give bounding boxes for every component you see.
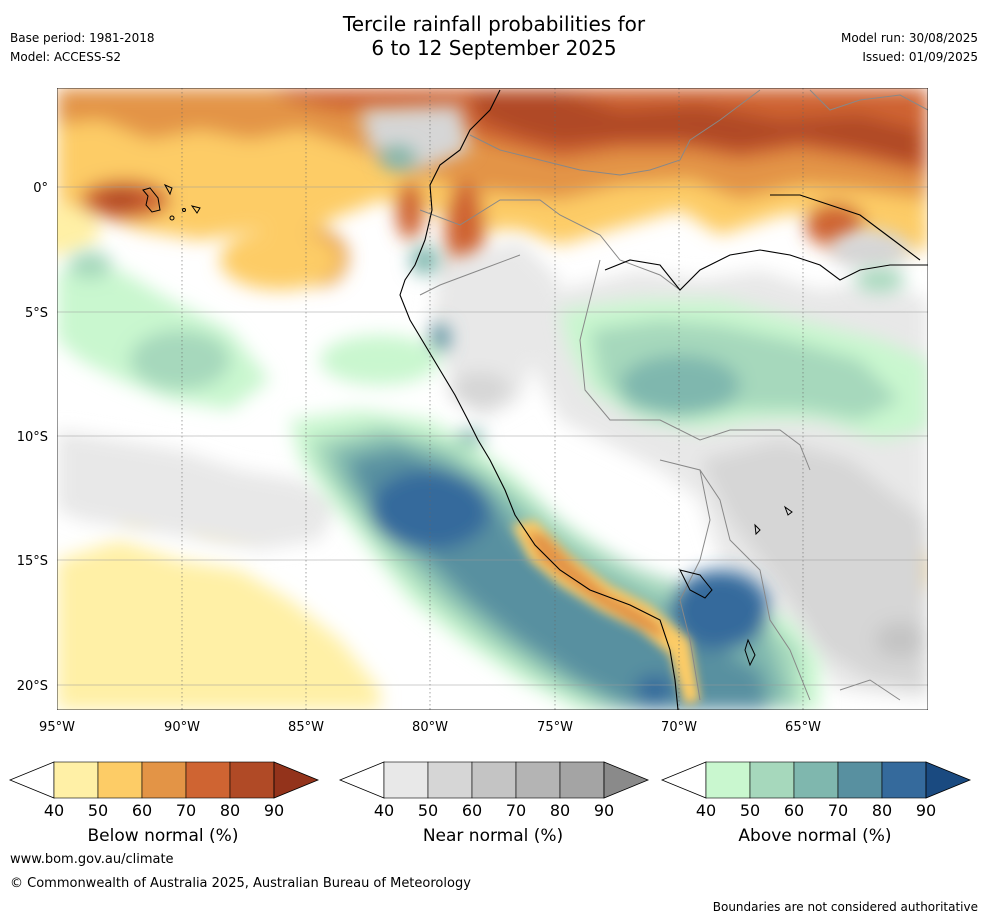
lat-label: 5°S	[25, 306, 48, 321]
colorbar-tick-label: 50	[418, 801, 438, 820]
lat-label: 20°S	[17, 679, 48, 694]
title-line-1: Tercile rainfall probabilities for	[342, 12, 646, 36]
colorbar-tick-label: 40	[374, 801, 394, 820]
colorbar-segment	[705, 761, 751, 799]
colorbar-tick-label: 60	[132, 801, 152, 820]
colorbar-tick-label: 80	[872, 801, 892, 820]
below-normal-coastal-strip	[512, 520, 700, 705]
colorbar-segment	[471, 761, 517, 799]
colorbar-tick-label: 70	[176, 801, 196, 820]
lon-label: 95°W	[39, 720, 75, 735]
colorbar-segment	[53, 761, 99, 799]
lon-label: 75°W	[537, 720, 573, 735]
base-period: Base period: 1981-2018	[10, 31, 155, 45]
colorbar-segment	[141, 761, 187, 799]
longitude-labels: 95°W 90°W 85°W 80°W 75°W 70°W 65°W	[39, 720, 821, 735]
colorbar-below-normal: 40 50 60 70 80 90	[8, 761, 320, 820]
colorbar-tick-label: 80	[220, 801, 240, 820]
colorbar-near-normal: 40 50 60 70 80 90	[338, 761, 650, 820]
colorbar-segment	[427, 761, 473, 799]
colorbar-tick-label: 50	[88, 801, 108, 820]
colorbar-tick-label: 80	[550, 801, 570, 820]
model-name: Model: ACCESS-S2	[10, 50, 122, 64]
lon-label: 90°W	[164, 720, 200, 735]
page-title: Tercile rainfall probabilities for 6 to …	[0, 12, 988, 60]
colorbar-over-triangle	[273, 761, 320, 799]
footer-url: www.bom.gov.au/climate	[10, 852, 174, 867]
colorbar-title-near-normal: Near normal (%)	[422, 826, 564, 846]
colorbar-segment	[185, 761, 231, 799]
colorbar-tick-label: 60	[462, 801, 482, 820]
lon-label: 70°W	[661, 720, 697, 735]
colorbar-segment	[229, 761, 275, 799]
colorbar-tick-label: 70	[828, 801, 848, 820]
colorbar-segment	[793, 761, 839, 799]
lon-label: 85°W	[288, 720, 324, 735]
colorbar-segment	[559, 761, 605, 799]
colorbar-segment	[749, 761, 795, 799]
colorbar-tick-label: 50	[740, 801, 760, 820]
lat-label: 15°S	[17, 554, 48, 569]
lake-titicaca	[679, 505, 793, 667]
title-line-2: 6 to 12 September 2025	[371, 36, 617, 60]
lon-label: 80°W	[412, 720, 448, 735]
colorbar-tick-label: 90	[916, 801, 936, 820]
coastlines	[399, 89, 928, 710]
colorbar-segment	[837, 761, 883, 799]
model-run: Model run: 30/08/2025	[840, 31, 978, 45]
lat-label: 10°S	[17, 430, 48, 445]
colorbar-segment	[881, 761, 927, 799]
colorbar-tick-label: 90	[594, 801, 614, 820]
issued-date: Issued: 01/09/2025	[862, 50, 978, 64]
colorbar-segment	[97, 761, 143, 799]
colorbar-under-triangle	[8, 761, 55, 799]
colorbar-tick-label: 90	[264, 801, 284, 820]
gridlines	[57, 88, 928, 710]
colorbar-under-triangle	[338, 761, 385, 799]
meta-left: Base period: 1981-2018 Model: ACCESS-S2	[10, 31, 155, 69]
country-borders	[419, 89, 928, 701]
colorbar-over-triangle	[603, 761, 650, 799]
colorbar-title-below-normal: Below normal (%)	[87, 826, 239, 846]
lat-label: 0°	[33, 181, 48, 196]
colorbar-title-above-normal: Above normal (%)	[738, 826, 892, 846]
colorbar-tick-label: 60	[784, 801, 804, 820]
colorbar-over-triangle	[925, 761, 972, 799]
footer-copyright: © Commonwealth of Australia 2025, Austra…	[10, 876, 471, 891]
latitude-labels: 0° 5°S 10°S 15°S 20°S	[17, 181, 48, 694]
colorbar-tick-label: 40	[696, 801, 716, 820]
colorbar-under-triangle	[660, 761, 707, 799]
lon-label: 65°W	[785, 720, 821, 735]
colorbar-segment	[383, 761, 429, 799]
colorbar-above-normal: 40 50 60 70 80 90	[660, 761, 972, 820]
footer-note: Boundaries are not considered authoritat…	[712, 900, 978, 914]
colorbar-segment	[515, 761, 561, 799]
colorbar-tick-label: 70	[506, 801, 526, 820]
meta-right: Model run: 30/08/2025 Issued: 01/09/2025	[841, 31, 978, 69]
colorbar-tick-label: 40	[44, 801, 64, 820]
map-panel	[57, 88, 928, 710]
galapagos-islands	[142, 183, 201, 221]
